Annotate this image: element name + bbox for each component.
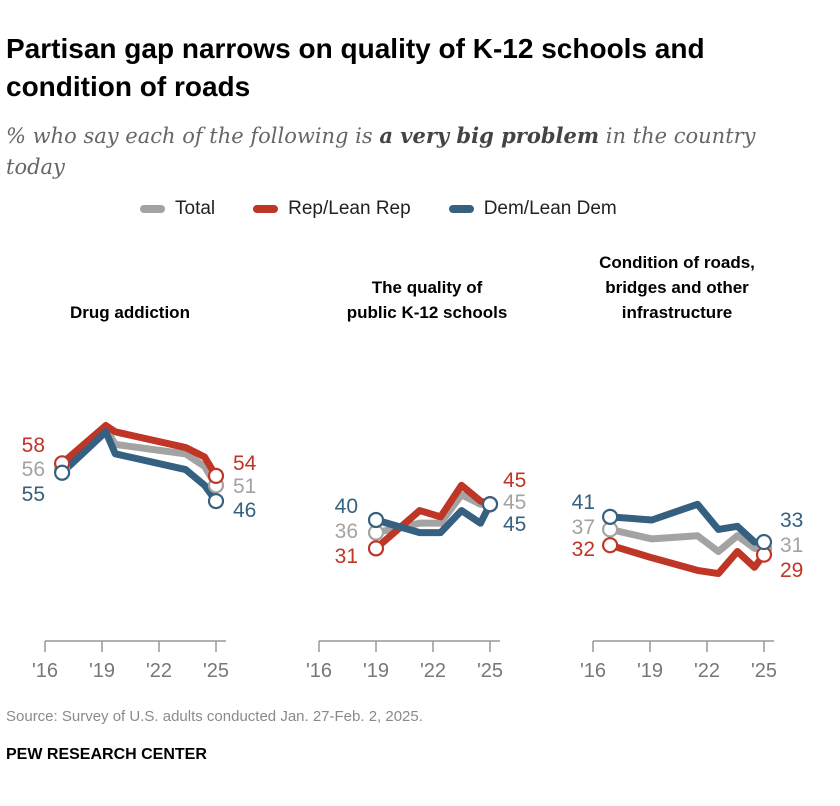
legend-label: Total <box>175 198 216 219</box>
x-tick-label: '19 <box>637 660 663 682</box>
legend-swatch <box>448 205 474 213</box>
end-point-marker <box>207 493 225 510</box>
panel-title-roads: Condition of roads, bridges and other in… <box>557 250 797 325</box>
panel-title-line: infrastructure <box>621 303 733 322</box>
end-value-label: 31 <box>780 534 803 557</box>
panel-title-line: The quality of <box>371 278 483 297</box>
start-value-label: 37 <box>572 516 595 539</box>
series-line-dem-lean-dem <box>372 500 494 537</box>
panel-title-line: Condition of roads, <box>599 253 755 272</box>
start-value-label: 41 <box>572 491 595 514</box>
x-tick-label: '25 <box>477 660 503 682</box>
end-point-marker <box>207 467 225 484</box>
chart-title: Partisan gap narrows on quality of K-12 … <box>6 33 705 102</box>
start-value-label: 40 <box>335 495 358 518</box>
end-point-marker <box>481 496 499 513</box>
start-point-marker <box>601 537 619 554</box>
start-value-label: 36 <box>335 520 358 543</box>
start-point-marker <box>367 511 385 529</box>
series-line-rep-lean-rep <box>372 481 494 552</box>
end-value-label: 45 <box>503 513 526 536</box>
legend-label: Rep/Lean Rep <box>288 198 411 219</box>
legend-label: Dem/Lean Dem <box>483 198 617 219</box>
start-value-label: 58 <box>22 434 45 457</box>
source-note: Source: Survey of U.S. adults conducted … <box>6 708 423 725</box>
legend-item-total: Total <box>140 198 215 220</box>
subtitle-text: % who say each of the following is <box>6 124 380 148</box>
end-value-label: 33 <box>780 509 803 532</box>
series-line-total <box>606 525 768 555</box>
legend: Total Rep/Lean Rep Dem/Lean Dem <box>140 198 617 220</box>
start-point-marker <box>367 540 385 557</box>
series-line-dem-lean-dem <box>58 428 220 505</box>
x-tick-label: '25 <box>203 660 229 682</box>
end-value-label: 45 <box>503 469 526 492</box>
end-value-label: 51 <box>233 475 256 498</box>
end-value-label: 29 <box>780 559 803 582</box>
start-value-label: 31 <box>335 545 358 568</box>
panel-title-schools: The quality of public K-12 schools <box>307 275 547 325</box>
end-point-marker <box>755 533 773 551</box>
start-value-label: 32 <box>572 538 595 561</box>
series-line-dem-lean-dem <box>606 500 768 546</box>
series-line-rep-lean-rep <box>606 541 768 578</box>
x-tick-label: '22 <box>694 660 720 682</box>
start-value-label: 55 <box>22 483 45 506</box>
legend-item-dem: Dem/Lean Dem <box>448 198 617 220</box>
x-tick-label: '16 <box>580 660 606 682</box>
legend-item-rep: Rep/Lean Rep <box>253 198 411 220</box>
x-tick-label: '16 <box>32 660 58 682</box>
panel-title-line: bridges and other <box>605 278 749 297</box>
end-value-label: 46 <box>233 499 256 522</box>
end-value-label: 45 <box>503 491 526 514</box>
legend-swatch <box>140 205 165 213</box>
brand-logo-text: PEW RESEARCH CENTER <box>6 746 207 763</box>
start-point-marker <box>601 508 619 525</box>
chart-subtitle: % who say each of the following is a ver… <box>6 120 806 183</box>
subtitle-emphasis: a very big problem <box>379 123 600 148</box>
subtitle-text-end: in the country today <box>6 124 756 179</box>
legend-swatch <box>253 205 279 213</box>
panel-title-drug-addiction: Drug addiction <box>70 303 190 322</box>
x-tick-label: '25 <box>751 660 777 682</box>
start-point-marker <box>53 464 71 481</box>
x-tick-label: '22 <box>146 660 172 682</box>
x-tick-label: '16 <box>306 660 332 682</box>
x-tick-label: '22 <box>420 660 446 682</box>
start-value-label: 56 <box>22 458 45 481</box>
end-value-label: 54 <box>233 452 257 475</box>
x-tick-label: '19 <box>363 660 389 682</box>
x-tick-label: '19 <box>89 660 115 682</box>
panel-title-line: public K-12 schools <box>346 303 508 322</box>
series-line-rep-lean-rep <box>58 422 220 480</box>
